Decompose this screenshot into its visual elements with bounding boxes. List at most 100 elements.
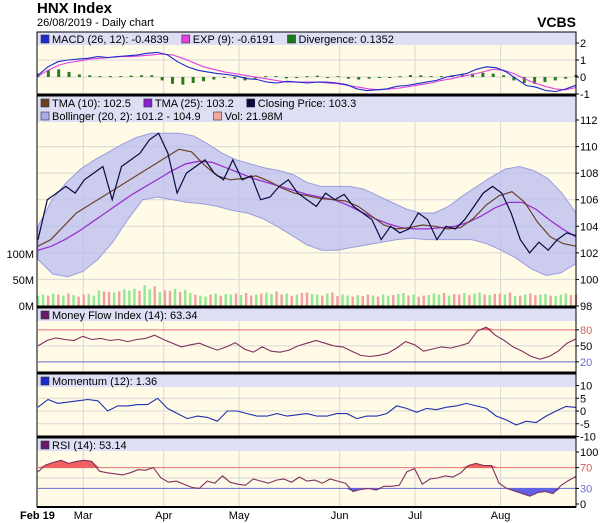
volume-bar — [224, 294, 227, 306]
y-tick-label: 100 — [580, 274, 598, 286]
y-tick-label: 50 — [580, 341, 592, 353]
x-tick-label: May — [229, 510, 250, 522]
panel-main-legend-band — [37, 96, 576, 122]
volume-bar — [305, 292, 309, 306]
legend-swatch — [40, 440, 50, 450]
volume-bar — [153, 286, 156, 306]
volume-bar — [432, 293, 436, 306]
exp-line — [37, 53, 577, 91]
divergence-bar — [346, 77, 350, 79]
volume-bar — [392, 295, 395, 306]
x-tick-label: Feb 19 — [20, 510, 55, 522]
y-tick-label: -10 — [580, 432, 596, 444]
volume-bar — [412, 294, 415, 306]
volume-bar — [371, 295, 375, 306]
y-tick-label: 20 — [580, 357, 592, 369]
volume-bar — [452, 294, 456, 306]
volume-bar — [82, 294, 85, 306]
divergence-bar — [233, 77, 237, 79]
volume-bar — [300, 293, 304, 306]
legend-swatch — [143, 98, 153, 108]
divergence-bar — [419, 75, 423, 77]
volume-bar — [503, 294, 507, 306]
volume-bar — [270, 294, 273, 306]
volume-tick-label: 0M — [19, 301, 34, 313]
divergence-bar — [533, 77, 537, 84]
volume-bar — [549, 295, 552, 306]
divergence-bar — [274, 76, 278, 78]
volume-bar — [402, 293, 405, 306]
volume-bar — [366, 294, 370, 306]
divergence-bar — [46, 70, 50, 77]
divergence-bar — [108, 76, 112, 78]
volume-bar — [458, 294, 461, 306]
volume-bar — [544, 294, 547, 306]
divergence-bar — [471, 73, 475, 77]
divergence-bar — [357, 77, 361, 80]
divergence-bar — [315, 75, 319, 77]
divergence-bar — [150, 75, 154, 77]
divergence-bar — [98, 76, 102, 78]
volume-bar — [524, 294, 527, 306]
divergence-bar — [553, 77, 557, 81]
volume-bar — [46, 295, 50, 306]
volume-bar — [534, 295, 537, 306]
volume-bar — [331, 292, 334, 306]
volume-bar — [204, 296, 207, 306]
volume-tick-label: 50M — [13, 275, 34, 287]
volume-bar — [275, 291, 278, 306]
volume-bar — [67, 293, 70, 306]
legend-label: Closing Price: 103.3 — [258, 98, 356, 110]
volume-bar — [102, 291, 106, 306]
volume-bar — [346, 295, 349, 306]
x-tick-label: Aug — [491, 510, 511, 522]
divergence-bar — [543, 77, 547, 83]
divergence-bar — [377, 77, 381, 78]
divergence-bar — [57, 69, 61, 77]
volume-bar — [376, 296, 380, 306]
volume-bar — [107, 291, 111, 306]
divergence-bar — [408, 74, 412, 77]
volume-bar — [315, 294, 319, 306]
volume-bar — [483, 294, 486, 306]
volume-bar — [310, 294, 314, 306]
divergence-bar — [336, 76, 340, 78]
volume-bar — [87, 294, 90, 306]
x-tick-label: Mar — [74, 510, 93, 522]
legend-swatch — [40, 376, 50, 386]
divergence-bar — [191, 77, 195, 83]
divergence-bar — [88, 75, 92, 77]
y-tick-label: 80 — [580, 325, 592, 337]
y-tick-label: 98 — [580, 301, 592, 313]
momentum-line — [37, 397, 577, 426]
volume-bar — [422, 295, 425, 306]
legend-swatch — [40, 111, 50, 121]
volume-bar — [133, 288, 136, 306]
divergence-bar — [326, 77, 330, 78]
volume-bar — [326, 293, 329, 306]
volume-bar — [468, 295, 471, 306]
volume-bar — [229, 294, 233, 306]
volume-bar — [138, 290, 141, 306]
legend-swatch — [246, 98, 256, 108]
volume-bar — [57, 294, 60, 306]
divergence-bar — [502, 75, 506, 77]
volume-bar — [72, 295, 75, 306]
divergence-bar — [429, 76, 433, 78]
volume-bar — [539, 294, 542, 306]
y-tick-label: 108 — [580, 168, 598, 180]
volume-bar — [199, 295, 202, 306]
divergence-bar — [171, 77, 174, 84]
volume-bar — [260, 293, 263, 306]
volume-bar — [62, 295, 65, 306]
volume-bar — [158, 291, 162, 306]
divergence-bar — [264, 76, 268, 78]
panel-mfi-legend-band — [37, 308, 576, 321]
y-tick-label: 5 — [580, 393, 586, 405]
volume-bar — [265, 292, 268, 306]
divergence-bar — [367, 77, 371, 79]
divergence-bar — [398, 76, 402, 78]
divergence-bar — [564, 77, 568, 79]
y-tick-label: 2 — [580, 38, 586, 50]
